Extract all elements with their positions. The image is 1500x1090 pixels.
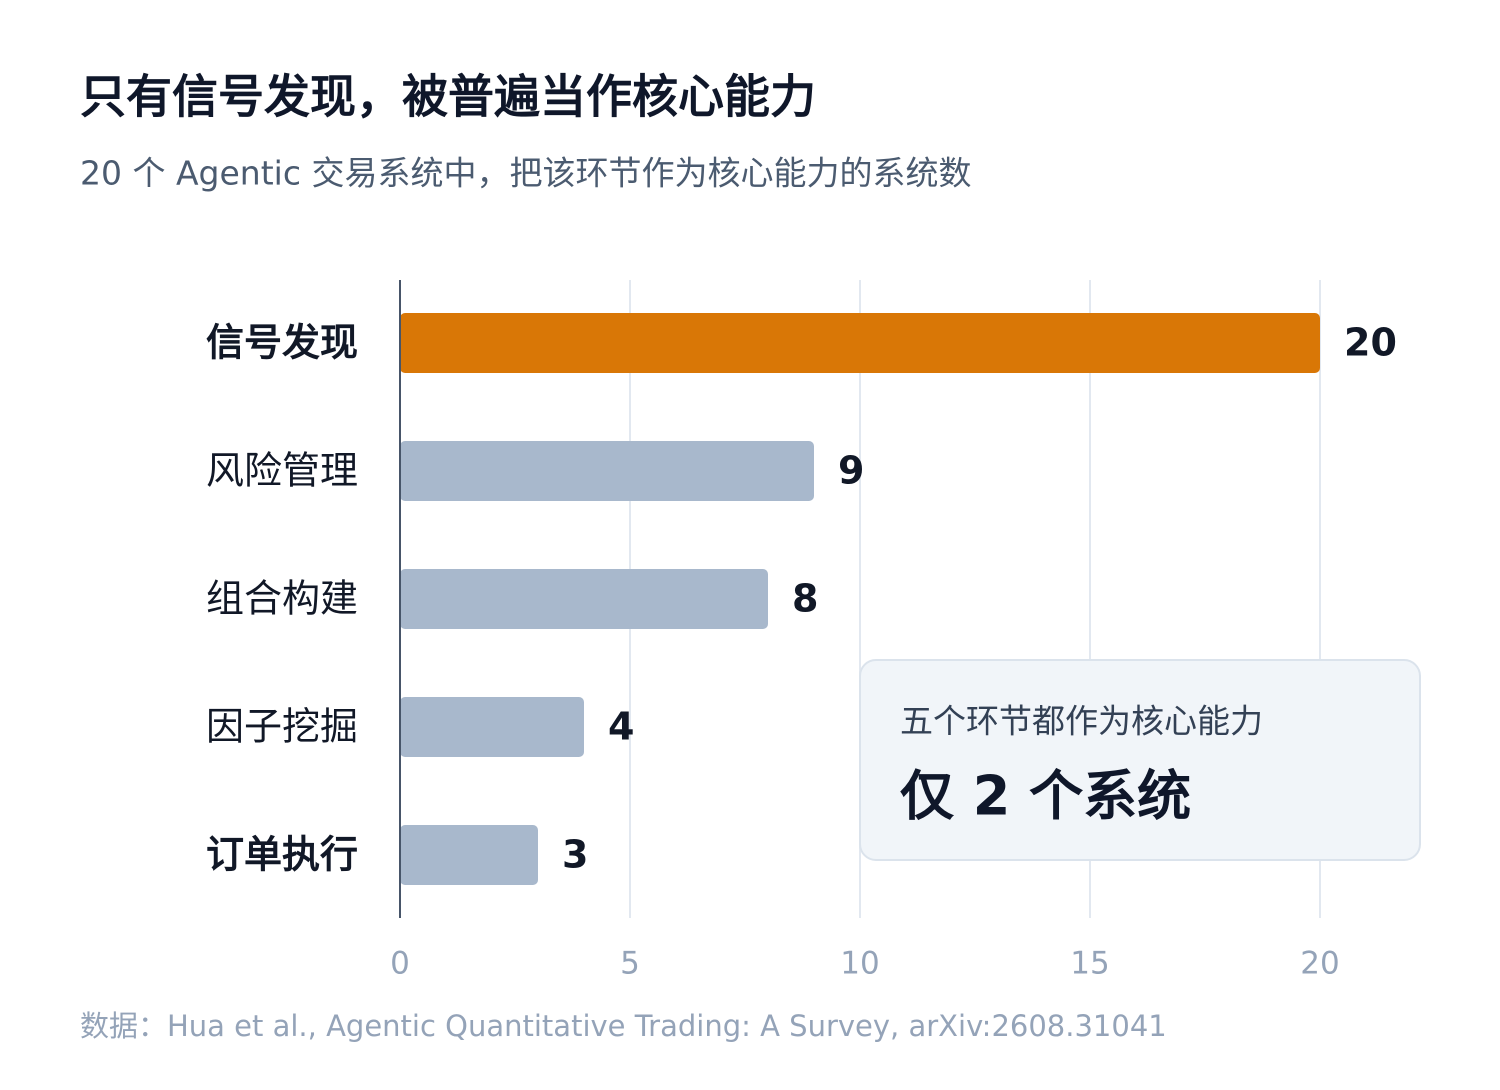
bar xyxy=(400,825,538,885)
annotation-text: 仅 2 个系统 xyxy=(900,765,1191,828)
annotation-label: 五个环节都作为核心能力 xyxy=(900,702,1263,741)
value-label: 20 xyxy=(1344,321,1397,365)
x-tick-label: 0 xyxy=(390,946,410,982)
value-label: 8 xyxy=(792,577,818,621)
x-tick-label: 15 xyxy=(1070,946,1109,982)
chart-title: 只有信号发现，被普遍当作核心能力 xyxy=(80,70,816,124)
source: 数据：Hua et al., Agentic Quantitative Trad… xyxy=(80,1009,1167,1043)
bars: 信号发现 20 风险管理 9 组合构建 8 因子挖掘 4 订单执行 3 xyxy=(206,313,1397,885)
x-tick-label: 20 xyxy=(1300,946,1339,982)
y-tick-label: 组合构建 xyxy=(206,577,358,621)
x-tick-label: 5 xyxy=(620,946,640,982)
value-label: 4 xyxy=(608,705,634,749)
y-tick-label: 因子挖掘 xyxy=(206,705,358,749)
bar xyxy=(400,441,814,501)
x-tick-label: 10 xyxy=(840,946,879,982)
y-tick-label: 信号发现 xyxy=(206,321,358,365)
bar xyxy=(400,569,768,629)
y-tick-label: 风险管理 xyxy=(206,449,358,493)
value-label: 9 xyxy=(838,449,864,493)
y-tick-label: 订单执行 xyxy=(206,833,358,877)
chart-subtitle: 20 个 Agentic 交易系统中，把该环节作为核心能力的系统数 xyxy=(80,154,971,193)
value-label: 3 xyxy=(562,833,588,877)
annotation-box xyxy=(859,659,1421,861)
bar xyxy=(400,313,1320,373)
bar xyxy=(400,697,584,757)
